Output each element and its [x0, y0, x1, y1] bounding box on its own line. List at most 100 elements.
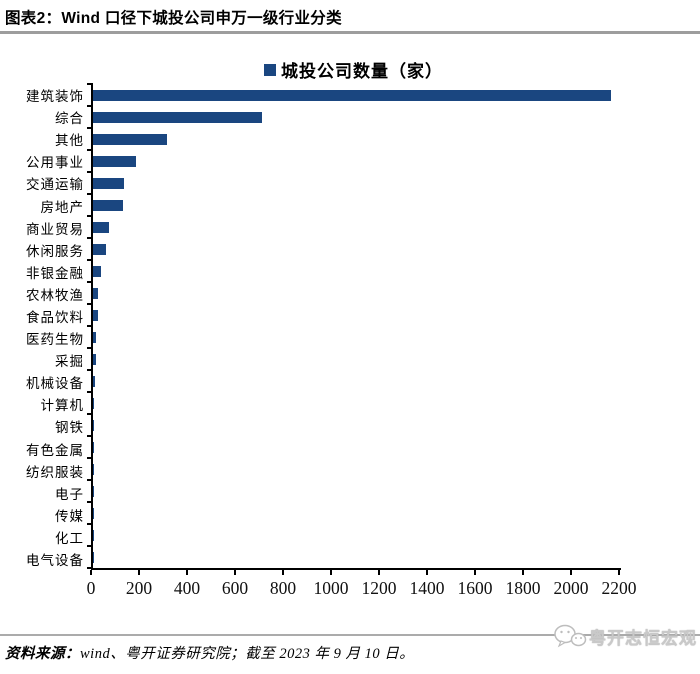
bar-row — [93, 414, 621, 436]
bar-row — [93, 304, 621, 326]
y-axis-labels: 建筑装饰 综合 其他 公用事业 交通运输 房地产 商业贸易 休闲服务 非银金融 农林牧渔 食品饮料医… — [0, 84, 91, 570]
y-axis-tick — [87, 347, 93, 349]
bar — [93, 507, 94, 519]
bar — [93, 463, 94, 475]
y-axis-label: 交通运输 — [26, 177, 84, 193]
x-axis-tick — [522, 570, 524, 575]
bar-row — [93, 502, 621, 524]
x-axis-tick-label: 2000 — [553, 578, 589, 598]
x-axis-tick — [474, 570, 476, 575]
x-axis-tick-label: 1400 — [409, 578, 445, 598]
legend-swatch-icon — [264, 63, 276, 76]
x-axis-tick-label: 600 — [221, 578, 249, 598]
y-axis-tick — [87, 303, 93, 305]
bar-row — [93, 326, 621, 348]
bar — [93, 199, 123, 211]
x-axis-tick-label: 400 — [173, 578, 201, 598]
y-axis-label: 有色金属 — [26, 442, 84, 458]
bar-row — [93, 458, 621, 480]
y-axis-tick — [87, 545, 93, 547]
y-axis-tick — [87, 215, 93, 217]
bar-chart: 建筑装饰 综合 其他 公用事业 交通运输 房地产 商业贸易 休闲服务 非银金融 农林牧渔 食品饮料医… — [0, 83, 621, 570]
y-axis-label: 非银金融 — [26, 265, 84, 281]
bar-row — [93, 260, 621, 282]
wechat-icon — [554, 624, 587, 648]
y-axis-tick — [87, 259, 93, 261]
x-axis-tick — [426, 570, 428, 575]
y-axis-tick — [87, 501, 93, 503]
bar-row — [93, 436, 621, 458]
bar — [93, 89, 612, 101]
bar-row — [93, 348, 621, 370]
x-axis-tick — [330, 570, 332, 575]
x-axis-tick-label: 800 — [269, 578, 297, 598]
x-axis-tick — [378, 570, 380, 575]
y-axis-tick — [87, 391, 93, 393]
source-detail: wind、粤开证券研究院；截至 2023 年 9 月 10 日。 — [80, 646, 415, 662]
y-axis-tick — [87, 435, 93, 437]
plot-area — [87, 83, 621, 570]
x-axis-tick — [138, 570, 140, 575]
bar — [93, 309, 98, 321]
bar-row — [93, 282, 621, 304]
bar — [93, 485, 94, 497]
source-note: 资料来源：wind、粤开证券研究院；截至 2023 年 9 月 10 日。 — [5, 642, 414, 663]
y-axis-tick — [87, 171, 93, 173]
chart-legend: 城投公司数量（家） — [264, 57, 443, 82]
x-axis-tick-label: 200 — [125, 578, 153, 598]
bar — [93, 177, 125, 189]
bar-row — [93, 370, 621, 392]
y-axis-label: 农林牧渔 — [26, 287, 84, 303]
x-axis-tick — [618, 570, 620, 575]
publisher-logo-text: 粤开志恒宏观 — [589, 629, 697, 648]
x-axis-tick — [234, 570, 236, 575]
y-axis-tick — [87, 457, 93, 459]
publisher-logo: 粤开志恒宏观 — [553, 623, 697, 650]
y-axis-label: 计算机 — [40, 398, 84, 414]
y-axis-label: 化工 — [55, 530, 84, 546]
y-axis-label: 纺织服装 — [26, 464, 84, 480]
y-axis-tick — [87, 105, 93, 107]
y-axis-tick — [87, 567, 93, 569]
y-axis-label: 医药生物 — [26, 332, 84, 348]
bar — [93, 419, 95, 431]
y-axis-tick — [87, 127, 93, 129]
bar — [93, 353, 97, 365]
y-axis-label: 建筑装饰 — [26, 89, 84, 105]
source-label: 资料来源： — [5, 646, 80, 662]
bar — [93, 375, 95, 387]
y-axis-tick — [87, 369, 93, 371]
x-axis-tick-label: 1800 — [505, 578, 541, 598]
x-axis-tick-label: 1600 — [457, 578, 493, 598]
bar — [93, 133, 168, 145]
bar — [93, 397, 95, 409]
x-axis-tick — [186, 570, 188, 575]
y-axis-label: 食品饮料 — [26, 309, 84, 325]
bar-row — [93, 216, 621, 238]
bar — [93, 265, 101, 277]
y-axis-label: 采掘 — [55, 354, 84, 370]
bar — [93, 287, 99, 299]
bar-row — [93, 480, 621, 502]
bar — [93, 243, 106, 255]
footer-divider — [0, 634, 700, 636]
bar-row — [93, 150, 621, 172]
y-axis-label: 其他 — [55, 133, 84, 149]
x-axis-tick-label: 2200 — [601, 578, 637, 598]
y-axis-tick — [87, 523, 93, 525]
y-axis-label: 钢铁 — [55, 420, 84, 436]
bar — [93, 221, 109, 233]
bar-row — [93, 194, 621, 216]
y-axis-label: 电气设备 — [26, 553, 84, 569]
y-axis-tick — [87, 281, 93, 283]
title-divider — [0, 31, 700, 34]
legend-label: 城投公司数量（家） — [281, 62, 443, 81]
bar-row — [93, 392, 621, 414]
bar-row — [93, 106, 621, 128]
y-axis-tick — [87, 193, 93, 195]
y-axis-tick — [87, 479, 93, 481]
x-axis-tick-label: 1000 — [313, 578, 349, 598]
x-axis-tick-label: 1200 — [361, 578, 397, 598]
x-axis-tick — [90, 570, 92, 575]
